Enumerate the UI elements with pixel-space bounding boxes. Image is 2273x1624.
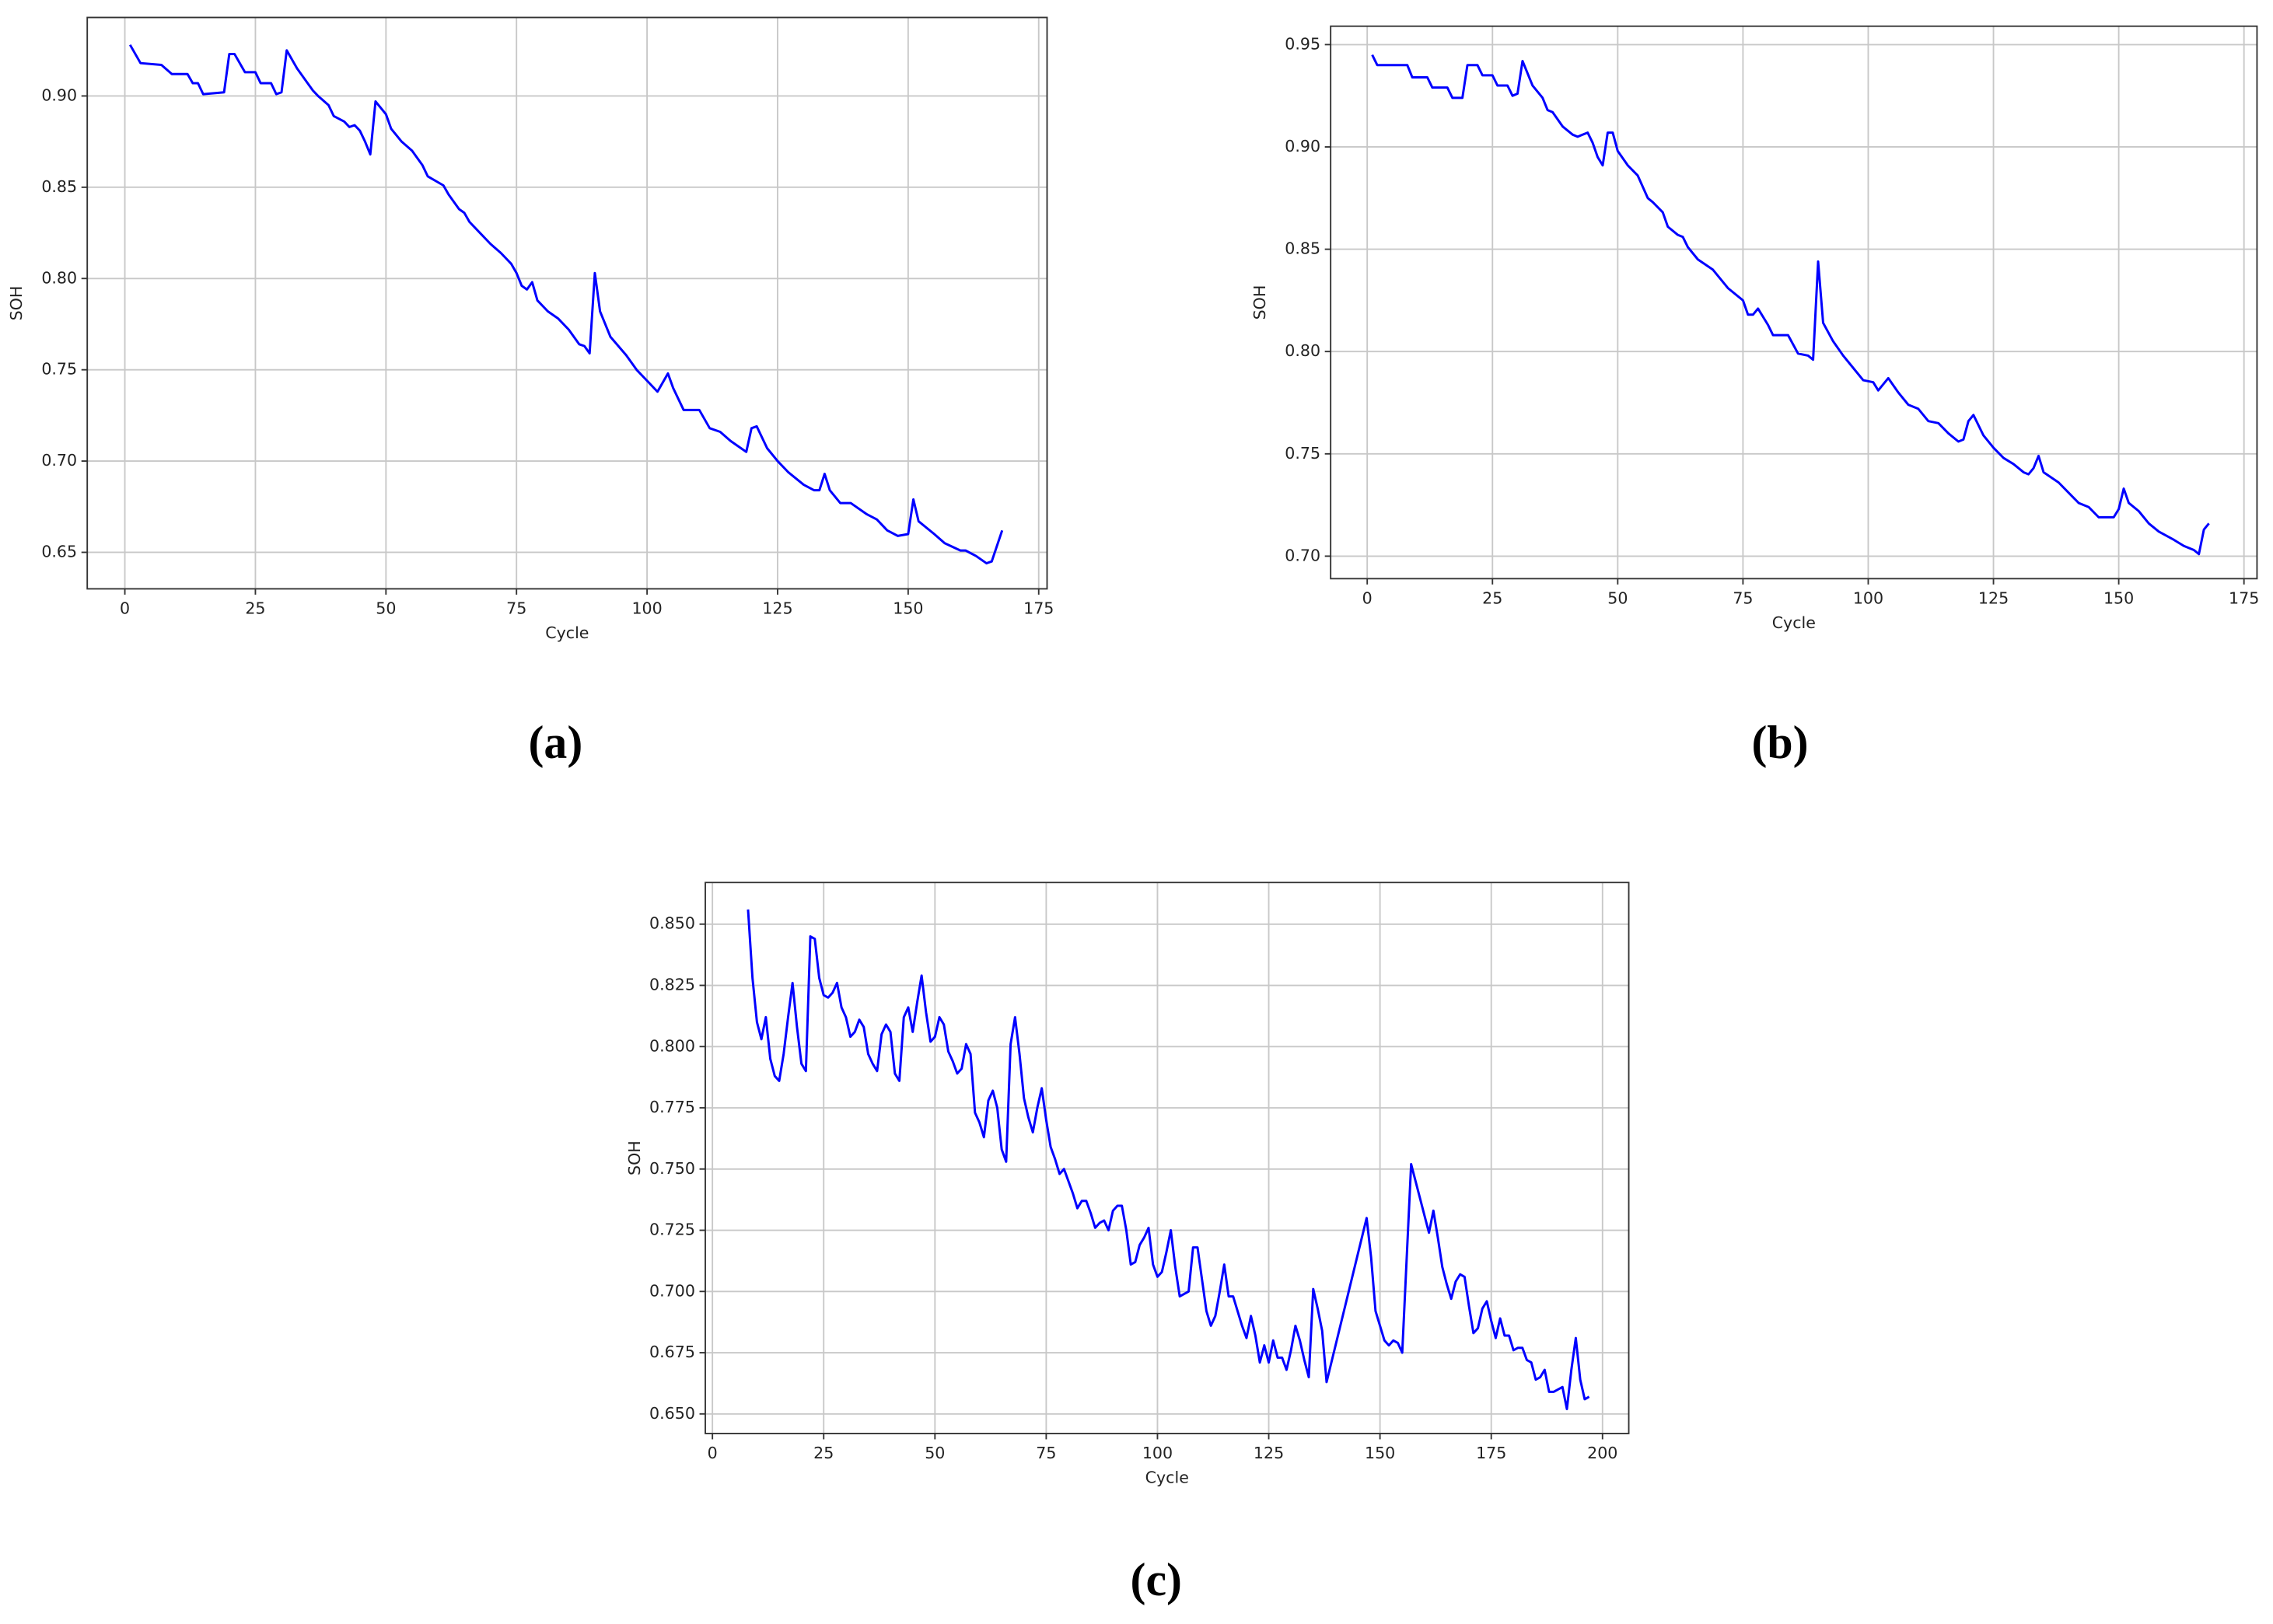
- y-tick-label: 0.65: [41, 542, 77, 561]
- y-tick-label: 0.750: [649, 1159, 695, 1178]
- x-tick-label: 75: [506, 599, 526, 618]
- y-tick-label: 0.70: [1285, 546, 1320, 564]
- y-tick-label: 0.70: [41, 451, 77, 470]
- x-tick-label: 100: [631, 599, 662, 618]
- y-tick-label: 0.675: [649, 1343, 695, 1361]
- x-axis-label: Cycle: [1772, 613, 1816, 632]
- x-tick-label: 200: [1587, 1444, 1617, 1462]
- x-tick-label: 75: [1733, 589, 1753, 608]
- y-tick-label: 0.650: [649, 1404, 695, 1423]
- panel-caption: (b): [1751, 717, 1808, 768]
- y-tick-label: 0.850: [649, 914, 695, 933]
- x-tick-label: 25: [1482, 589, 1502, 608]
- x-tick-label: 0: [708, 1444, 718, 1462]
- y-tick-label: 0.80: [41, 268, 77, 287]
- chart-panel: 0 25 50 75 100 125 150 175 0.65 0.70 0.75 0.80 0.85 0…: [7, 16, 1054, 768]
- panel-caption: (a): [529, 717, 583, 768]
- y-tick-label: 0.85: [41, 177, 77, 196]
- x-tick-label: 100: [1853, 589, 1883, 608]
- y-tick-label: 0.80: [1285, 341, 1320, 360]
- x-tick-label: 125: [1254, 1444, 1284, 1462]
- y-tick-label: 0.90: [1285, 137, 1320, 155]
- y-tick-label: 0.700: [649, 1281, 695, 1300]
- y-tick-label: 0.825: [649, 976, 695, 994]
- y-tick-label: 0.800: [649, 1036, 695, 1055]
- x-tick-label: 175: [1476, 1444, 1506, 1462]
- y-tick-label: 0.75: [41, 360, 77, 379]
- x-tick-label: 175: [2229, 589, 2259, 608]
- x-axis-label: Cycle: [545, 623, 589, 642]
- x-tick-label: 0: [120, 599, 130, 618]
- x-tick-label: 25: [813, 1444, 834, 1462]
- x-tick-label: 25: [245, 599, 265, 618]
- y-axis-label: SOH: [625, 1140, 644, 1175]
- x-tick-label: 150: [893, 599, 923, 618]
- chart-panel: 0 25 50 75 100 125 150 175 0.70 0.75 0.80 0.85 0.90 0…: [1250, 25, 2259, 768]
- x-tick-label: 125: [1978, 589, 2009, 608]
- panel-caption: (c): [1131, 1554, 1182, 1605]
- y-tick-label: 0.75: [1285, 444, 1320, 463]
- y-axis-label: SOH: [7, 286, 26, 321]
- y-tick-label: 0.85: [1285, 239, 1320, 258]
- y-tick-label: 0.775: [649, 1098, 695, 1116]
- soh-line: [1371, 54, 2210, 556]
- plot-frame: [705, 882, 1630, 1434]
- soh-line: [747, 909, 1590, 1410]
- chart-panel: 0 25 50 75 100 125 150 175 200 0.650 0.675 0.700 0.7…: [625, 882, 1630, 1605]
- x-tick-label: 50: [376, 599, 396, 618]
- x-tick-label: 150: [2103, 589, 2134, 608]
- x-tick-label: 75: [1036, 1444, 1056, 1462]
- x-tick-label: 50: [1607, 589, 1628, 608]
- y-tick-label: 0.725: [649, 1221, 695, 1239]
- y-tick-label: 0.90: [41, 86, 77, 104]
- x-axis-label: Cycle: [1145, 1469, 1189, 1487]
- x-tick-label: 50: [925, 1444, 945, 1462]
- x-tick-label: 0: [1362, 589, 1373, 608]
- x-tick-label: 125: [762, 599, 792, 618]
- x-tick-label: 175: [1023, 599, 1054, 618]
- x-tick-label: 150: [1365, 1444, 1395, 1462]
- soh-line: [128, 44, 1004, 565]
- y-axis-label: SOH: [1250, 285, 1269, 320]
- plot-frame: [1330, 25, 2258, 580]
- y-tick-label: 0.95: [1285, 34, 1320, 53]
- x-tick-label: 100: [1142, 1444, 1173, 1462]
- plot-frame: [86, 16, 1048, 590]
